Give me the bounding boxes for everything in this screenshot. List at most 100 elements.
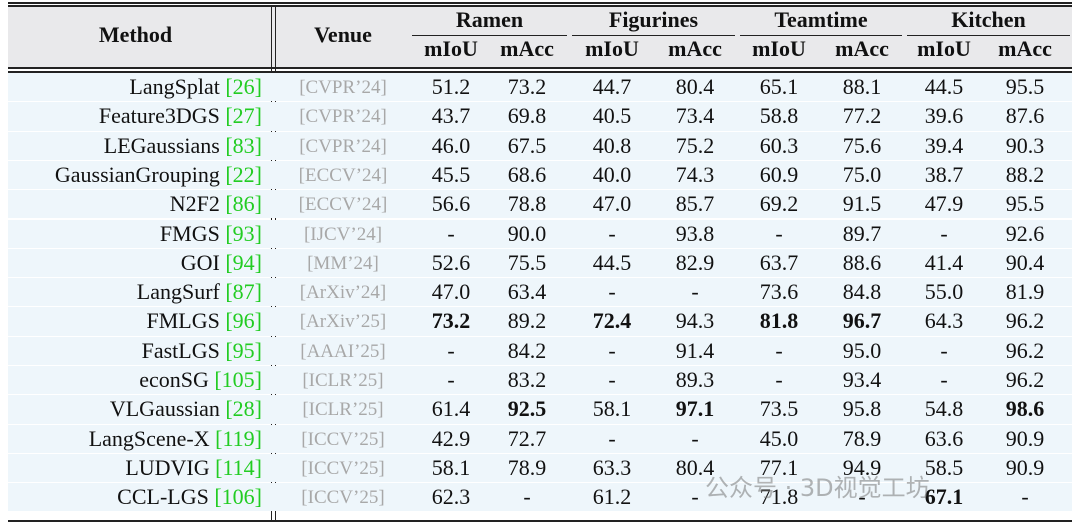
cell-value: 61.4: [431, 396, 471, 422]
cell-value: -: [691, 484, 699, 510]
cell-value: 77.1: [759, 454, 799, 480]
metric-header: mIoU: [424, 36, 478, 61]
cell-value: 40.0: [592, 161, 632, 187]
metric-header: mIoU: [585, 36, 639, 61]
method-name: FMLGS [96]: [8, 307, 262, 335]
citation: [93]: [225, 220, 262, 246]
header-method: Method: [98, 22, 173, 47]
cell-value: 80.4: [675, 74, 715, 99]
cell-value: -: [608, 337, 616, 363]
method-name: Feature3DGS [27]: [8, 102, 262, 130]
cell-value: -: [1021, 484, 1029, 510]
cell-value: -: [858, 484, 866, 510]
method: LangScene-X: [88, 425, 210, 451]
cell-value: 78.8: [507, 191, 547, 217]
method-name: FMGS [93]: [8, 220, 262, 248]
method-name: LangSurf [87]: [8, 278, 262, 306]
scene-header: Figurines: [608, 7, 699, 32]
venue: [AAAI’25]: [300, 340, 386, 362]
cell-value: 82.9: [675, 249, 715, 275]
venue: [ICCV’25]: [301, 487, 385, 509]
metric-header: mIoU: [752, 36, 806, 61]
cell-value: 90.0: [507, 220, 547, 246]
venue: [ArXiv’25]: [299, 311, 387, 333]
cell-value: 89.7: [842, 220, 882, 246]
cell-value: 73.6: [759, 279, 799, 305]
cell-value: 88.6: [842, 249, 882, 275]
citation: [106]: [214, 484, 262, 510]
cell-value: 75.6: [842, 132, 882, 158]
cell-value: 58.8: [759, 103, 799, 129]
cell-value: 69.8: [507, 103, 547, 129]
row-bg: [8, 453, 1072, 483]
cell-value: 73.2: [507, 74, 547, 99]
row-bg: [8, 307, 1072, 336]
method: FastLGS: [141, 337, 220, 363]
scene-header: Kitchen: [951, 7, 1026, 32]
citation: [28]: [225, 396, 262, 422]
cell-value: -: [447, 367, 455, 392]
cell-value: 75.5: [507, 249, 547, 275]
cell-value: 45.0: [759, 425, 799, 451]
cell-value: -: [940, 337, 948, 363]
cell-value: 78.9: [842, 425, 882, 451]
cell-value: 58.1: [592, 396, 632, 422]
cell-value: 74.3: [675, 161, 715, 187]
cell-value: -: [775, 220, 783, 246]
cell-value: 72.7: [507, 425, 547, 451]
cell-value: 47.0: [592, 191, 632, 217]
cell-value: -: [523, 484, 531, 510]
watermark: 公众号 · 3D视觉工坊: [705, 474, 930, 502]
cell-value: 60.9: [759, 161, 799, 187]
rule: [8, 520, 1072, 522]
citation: [83]: [225, 132, 262, 158]
cell-value: 95.8: [842, 396, 882, 422]
venue: [ICLR’25]: [302, 399, 384, 421]
row-bg: [8, 160, 1072, 190]
cell-value: -: [608, 220, 616, 246]
cell-value: 39.6: [924, 103, 964, 129]
cell-value: 96.2: [1005, 337, 1045, 363]
cell-value: 73.2: [431, 308, 471, 334]
cell-value: 77.2: [842, 103, 882, 129]
cell-value: -: [775, 367, 783, 392]
method-name: LangScene-X [119]: [8, 425, 262, 453]
venue: [ECCV’24]: [298, 164, 388, 186]
rule: [8, 5, 1072, 7]
cell-value: 96.2: [1005, 367, 1045, 392]
method: VLGaussian: [109, 396, 220, 422]
cell-value: 91.5: [842, 191, 882, 217]
cell-value: 63.7: [759, 249, 799, 275]
cell-value: -: [940, 367, 948, 392]
row-bg: [8, 219, 1072, 248]
method-name: CCL-LGS [106]: [8, 483, 262, 511]
row-bg: [8, 395, 1072, 424]
row-bg: [8, 366, 1072, 395]
cell-value: -: [775, 337, 783, 363]
cell-value: 88.2: [1005, 161, 1045, 187]
row-bg: [8, 190, 1072, 219]
cell-value: 54.8: [924, 396, 964, 422]
citation: [22]: [225, 161, 262, 187]
cell-value: 84.8: [842, 279, 882, 305]
cell-value: 97.1: [675, 396, 715, 422]
citation: [86]: [225, 191, 262, 217]
cell-value: 90.9: [1005, 425, 1045, 451]
row-bg: [8, 424, 1072, 453]
cell-value: 67.1: [924, 484, 964, 510]
citation: [119]: [215, 425, 262, 451]
cell-value: 47.9: [924, 191, 964, 217]
method-name: FastLGS [95]: [8, 337, 262, 365]
scene-header: Ramen: [455, 7, 524, 32]
method-name: GOI [94]: [8, 249, 262, 277]
cell-value: -: [447, 220, 455, 246]
cell-value: 81.9: [1005, 279, 1045, 305]
cell-value: 95.5: [1005, 191, 1045, 217]
venue: [ICCV’25]: [301, 457, 385, 479]
citation: [96]: [225, 308, 262, 334]
cell-value: 58.5: [924, 454, 964, 480]
rule: [8, 71, 1072, 73]
cell-value: 46.0: [431, 132, 471, 158]
method-name: LangSplat [26]: [8, 73, 262, 101]
cell-value: 95.0: [842, 337, 882, 363]
